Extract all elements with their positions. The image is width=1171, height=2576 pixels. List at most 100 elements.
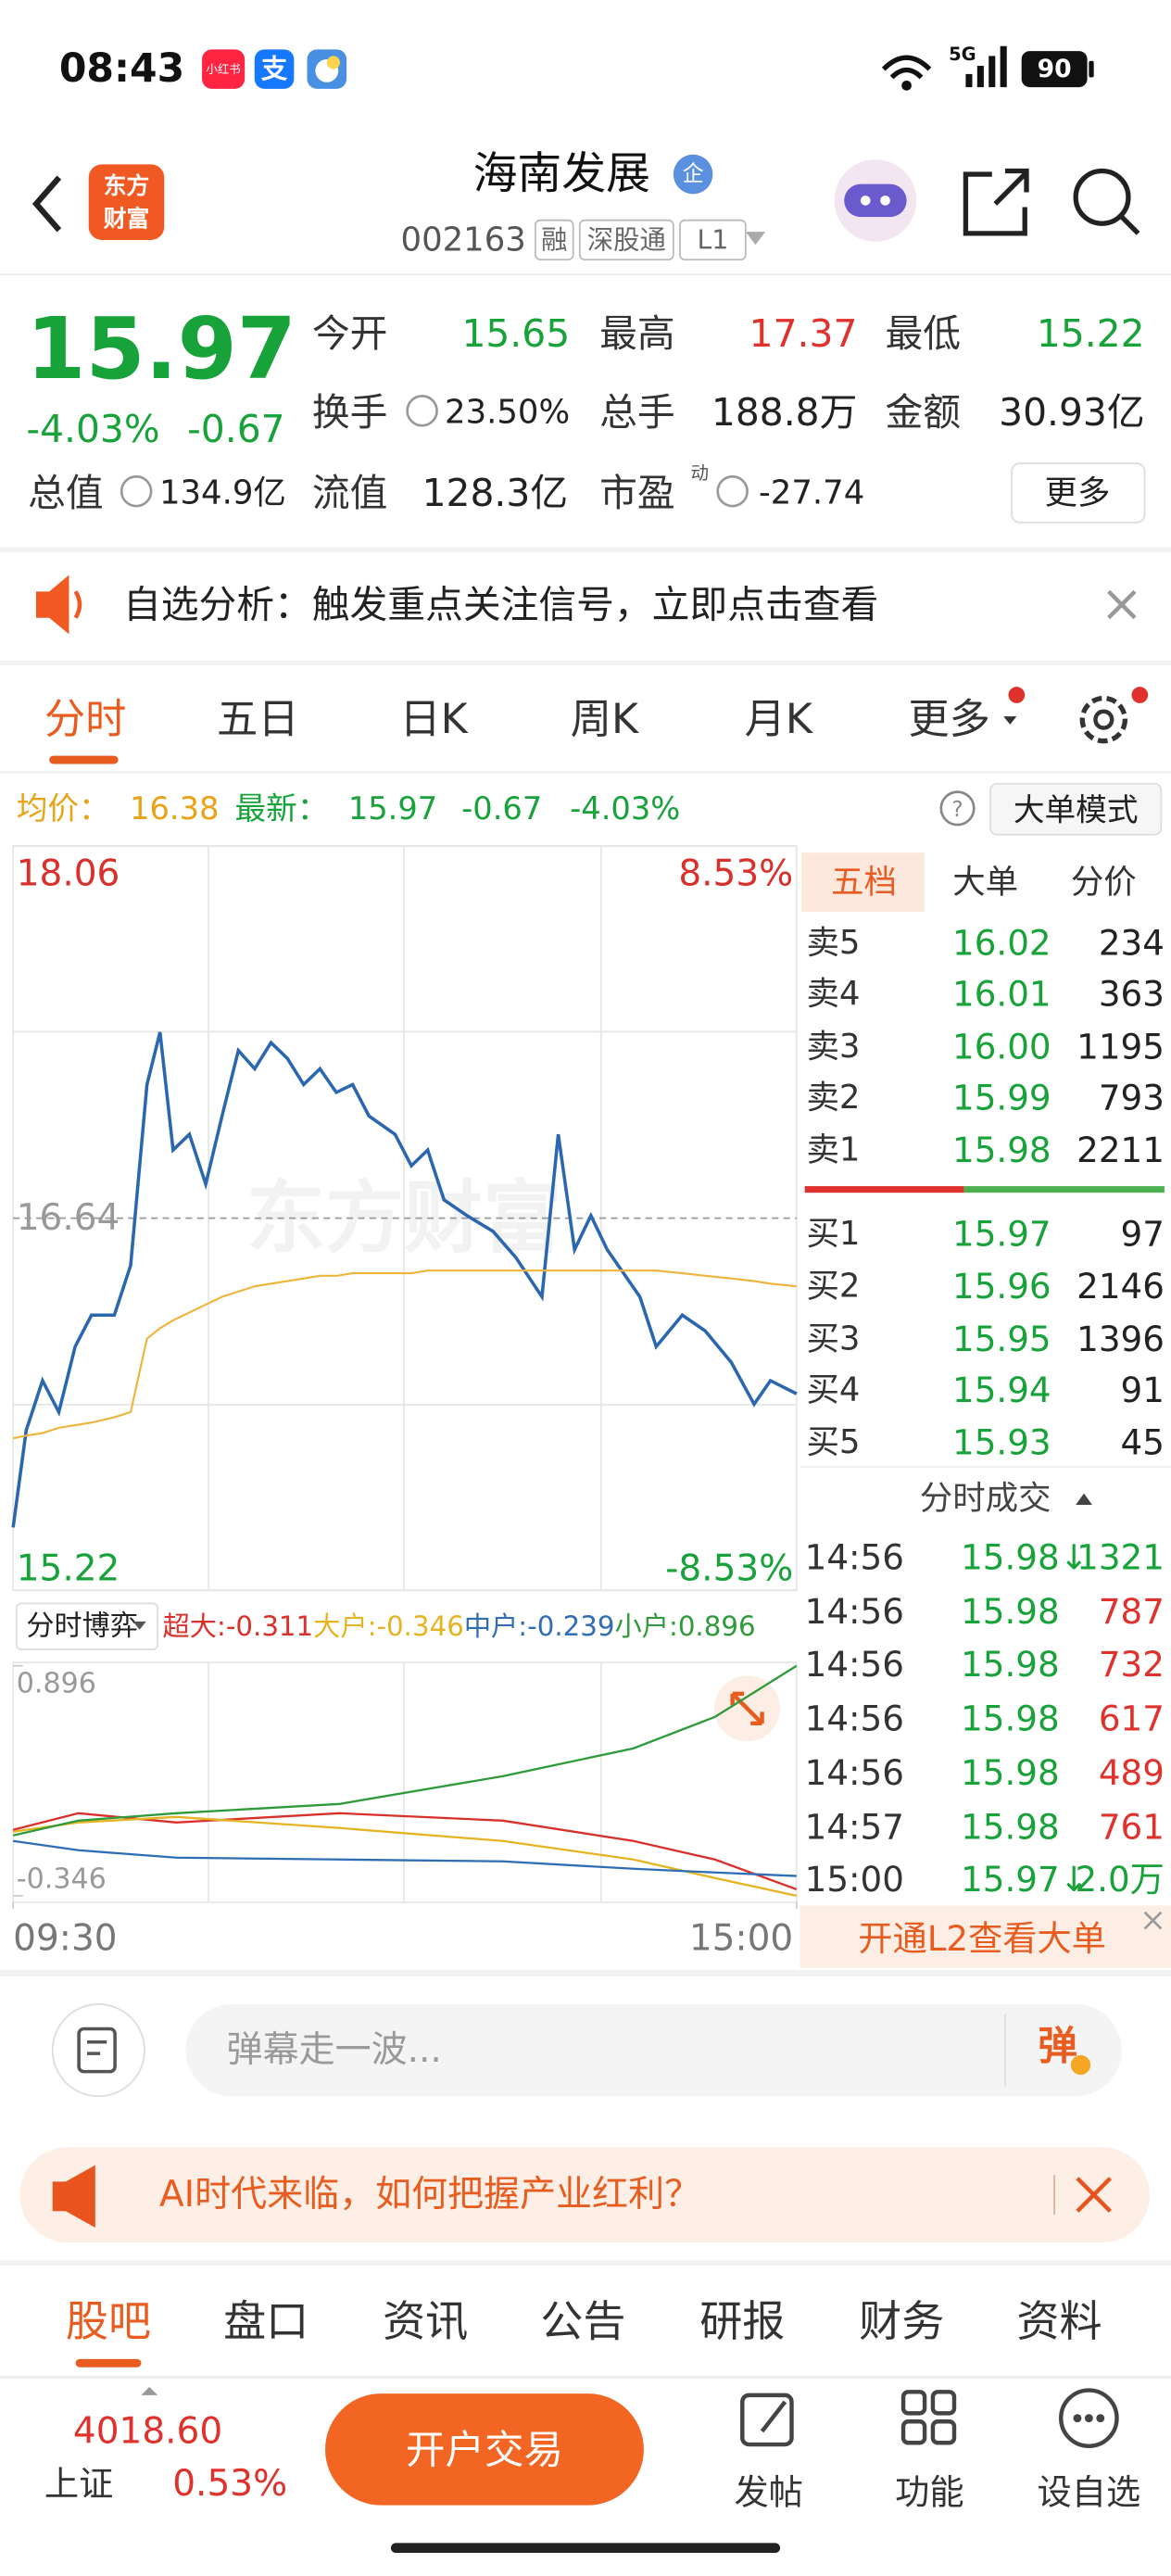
book-price: 15.99 bbox=[952, 1077, 1051, 1118]
more-button[interactable] bbox=[1011, 462, 1146, 524]
y2-tick-label: -8.53% bbox=[665, 1548, 793, 1590]
info-icons bbox=[120, 395, 749, 508]
field-value: 15.22 bbox=[1037, 311, 1145, 356]
avg-value: 16.38 bbox=[130, 790, 219, 827]
ad-text[interactable]: AI时代来临，如何把握产业红利？ bbox=[159, 2174, 700, 2216]
field-value: 188.8万 bbox=[711, 390, 857, 435]
field-value: 30.93亿 bbox=[999, 390, 1144, 435]
series-line bbox=[11, 1031, 798, 1528]
help-icon[interactable]: ? bbox=[939, 790, 976, 827]
series-line bbox=[13, 1815, 798, 1898]
notice-text[interactable]: 自选分析：触发重点关注信号，立即点击查看 bbox=[123, 583, 878, 627]
tag: L1 bbox=[697, 224, 728, 255]
chart-tab[interactable]: 更多 bbox=[908, 696, 990, 743]
speaker-icon bbox=[36, 575, 82, 635]
flow-title[interactable]: 分时博弈 bbox=[26, 1610, 138, 1643]
network: 5G bbox=[949, 44, 976, 65]
l2-banner-text[interactable]: 开通L2查看大单 bbox=[858, 1918, 1106, 1959]
bottom-tab[interactable]: 资讯 bbox=[383, 2296, 468, 2346]
footer-action[interactable]: 设自选 bbox=[1038, 2471, 1141, 2512]
tag: 融 bbox=[541, 224, 567, 255]
comment-placeholder[interactable]: 弹幕走一波... bbox=[227, 2029, 442, 2071]
trade-time: 14:56 bbox=[805, 1698, 904, 1738]
open-account-button[interactable] bbox=[325, 2393, 644, 2506]
avatar[interactable] bbox=[834, 159, 917, 242]
book-price: 15.96 bbox=[952, 1266, 1051, 1307]
book-level: 买1 bbox=[806, 1215, 860, 1253]
book-volume: 1396 bbox=[1077, 1319, 1165, 1359]
trade-time: 14:56 bbox=[805, 1644, 904, 1685]
legend: 超大:-0.311大户:-0.346中户:-0.239小户:0.896 bbox=[163, 1610, 756, 1642]
trade-price: 15.97↓ bbox=[961, 1859, 1089, 1900]
more-button-label[interactable]: 更多 bbox=[1045, 474, 1111, 511]
trades-title[interactable]: 分时成交 bbox=[920, 1479, 1051, 1517]
legend-entry: 大户:-0.346 bbox=[313, 1610, 464, 1642]
share-button[interactable] bbox=[963, 168, 1029, 236]
bottom-tab[interactable]: 财务 bbox=[859, 2296, 944, 2346]
bottom-tab[interactable]: 公告 bbox=[540, 2296, 625, 2346]
chart-tab[interactable]: 五日 bbox=[217, 696, 299, 743]
chart-tab[interactable]: 月K bbox=[745, 696, 813, 743]
chart-tab[interactable]: 周K bbox=[571, 696, 639, 743]
danmaku-button[interactable]: 弹 bbox=[1038, 2025, 1077, 2070]
back-button[interactable] bbox=[31, 175, 62, 233]
book-price: 16.00 bbox=[952, 1026, 1051, 1067]
divider bbox=[0, 547, 1171, 552]
book-tab[interactable]: 大单 bbox=[952, 864, 1018, 902]
search-button[interactable] bbox=[1073, 168, 1140, 235]
book-price: 15.95 bbox=[952, 1319, 1051, 1359]
close-l2[interactable] bbox=[1143, 1911, 1163, 1930]
trade-volume: 489 bbox=[1099, 1752, 1165, 1793]
dropdown[interactable] bbox=[745, 232, 766, 246]
close-notice[interactable] bbox=[1107, 589, 1137, 620]
book-volume: 363 bbox=[1099, 974, 1165, 1015]
divider bbox=[0, 1969, 1171, 1976]
x-tick-label: 15:00 bbox=[689, 1918, 793, 1960]
divider bbox=[0, 660, 1171, 666]
field-label: 总手 bbox=[599, 390, 675, 435]
tag-box bbox=[679, 219, 747, 261]
book-tab[interactable]: 分价 bbox=[1071, 864, 1137, 902]
footer-action[interactable]: 功能 bbox=[895, 2471, 963, 2512]
flow-selector[interactable] bbox=[15, 1602, 159, 1650]
index-name: 上证 bbox=[44, 2464, 113, 2505]
bottom-tab[interactable]: 资料 bbox=[1016, 2296, 1102, 2346]
trade-price: 15.98 bbox=[961, 1644, 1060, 1685]
comment-icon[interactable] bbox=[51, 2003, 145, 2098]
ad-banner[interactable] bbox=[19, 2147, 1150, 2242]
settings-button[interactable] bbox=[1079, 687, 1149, 744]
chart-tab[interactable]: 分时 bbox=[44, 696, 127, 743]
book-tab[interactable]: 五档 bbox=[831, 864, 897, 902]
divider bbox=[0, 2375, 1171, 2380]
tab-underline bbox=[49, 755, 119, 764]
expand-button[interactable] bbox=[714, 1675, 781, 1742]
comment-input[interactable] bbox=[185, 2003, 1122, 2097]
field-label: 总值 bbox=[28, 471, 104, 515]
app-icon bbox=[202, 49, 246, 89]
book-level: 买4 bbox=[806, 1370, 860, 1408]
bottom-tab[interactable]: 盘口 bbox=[223, 2296, 308, 2346]
close-ad[interactable] bbox=[1076, 2177, 1112, 2213]
bottom-tab[interactable]: 研报 bbox=[699, 2296, 785, 2346]
trade-volume: 2.0万 bbox=[1075, 1859, 1164, 1900]
svg-text:?: ? bbox=[951, 798, 963, 822]
home-indicator bbox=[390, 2543, 781, 2554]
trade-volume: 787 bbox=[1099, 1591, 1165, 1632]
l2-banner[interactable] bbox=[800, 1905, 1171, 1968]
trade-volume: 732 bbox=[1099, 1644, 1165, 1685]
book-price: 15.94 bbox=[952, 1370, 1051, 1410]
chart-tab[interactable]: 日K bbox=[399, 696, 468, 743]
trade-time: 15:00 bbox=[805, 1859, 904, 1900]
stock-name: 海南发展 bbox=[473, 149, 650, 200]
mode-button[interactable] bbox=[989, 782, 1163, 836]
book-volume: 2146 bbox=[1077, 1266, 1165, 1307]
bottom-tab[interactable]: 股吧 bbox=[66, 2296, 151, 2346]
field-value: 23.50% bbox=[445, 394, 570, 432]
footer-action[interactable]: 发帖 bbox=[734, 2471, 802, 2512]
open-account-label[interactable]: 开户交易 bbox=[406, 2429, 563, 2474]
book-level: 卖1 bbox=[806, 1131, 860, 1169]
book-level: 买3 bbox=[806, 1320, 860, 1357]
more-dots bbox=[1073, 2414, 1105, 2423]
mode-label[interactable]: 大单模式 bbox=[1014, 792, 1139, 828]
